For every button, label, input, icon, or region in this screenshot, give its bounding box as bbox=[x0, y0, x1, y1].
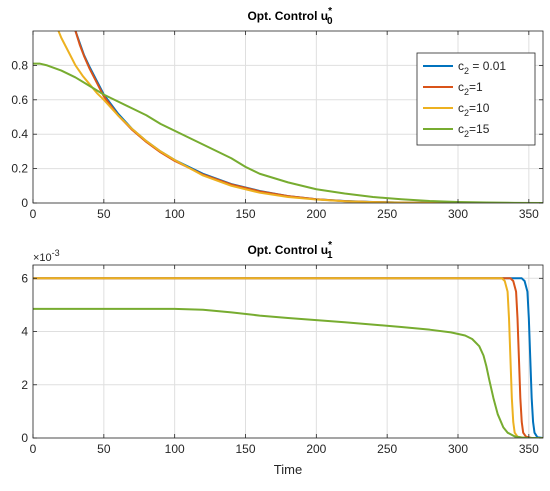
legend-entry-label: c2=1 bbox=[458, 80, 483, 97]
axes-box bbox=[32, 30, 544, 204]
x-tick-label: 100 bbox=[165, 442, 185, 456]
x-tick-label: 50 bbox=[97, 207, 111, 221]
x-tick-label: 350 bbox=[519, 207, 539, 221]
chart-1: 0 50 100 150 200 250 300 350 0 2 4 6 Opt. Control u*… bbox=[21, 240, 544, 477]
x-tick-label: 150 bbox=[235, 207, 255, 221]
y-exponent-label: ×10-3 bbox=[33, 248, 60, 264]
y-tick-label: 2 bbox=[21, 378, 28, 392]
legend-entry-label: c2=15 bbox=[458, 122, 490, 139]
series-line-3 bbox=[33, 307, 543, 438]
y-tick-label: 0.8 bbox=[11, 58, 28, 72]
x-tick-label: 250 bbox=[377, 207, 397, 221]
chart-0: 0 50 100 150 200 250 300 350 0 0.2 0.4 0.6 0.8 Opt. C… bbox=[11, 6, 544, 221]
series-line-3 bbox=[33, 62, 543, 203]
x-tick-label: 300 bbox=[448, 442, 468, 456]
x-tick-label: 100 bbox=[165, 207, 185, 221]
legend-entry-label: c2 = 0.01 bbox=[458, 59, 506, 76]
y-tick-label: 0 bbox=[21, 196, 28, 210]
x-tick-label: 350 bbox=[519, 442, 539, 456]
x-tick-label: 250 bbox=[377, 442, 397, 456]
x-tick-label: 300 bbox=[448, 207, 468, 221]
chart-title: Opt. Control u* 0 bbox=[247, 6, 333, 27]
x-tick-label: 0 bbox=[30, 207, 37, 221]
y-tick-label: 0.6 bbox=[11, 93, 28, 107]
legend-entry-label: c2=10 bbox=[458, 101, 490, 118]
series-group bbox=[33, 277, 543, 438]
x-tick-label: 0 bbox=[30, 442, 37, 456]
chart-title: Opt. Control u* 1 bbox=[247, 240, 333, 261]
y-tick-label: 4 bbox=[21, 325, 28, 339]
x-tick-label: 50 bbox=[97, 442, 111, 456]
x-axis-label: Time bbox=[274, 462, 302, 477]
x-tick-label: 200 bbox=[306, 442, 326, 456]
y-tick-label: 6 bbox=[21, 271, 28, 285]
axes-box bbox=[32, 264, 544, 439]
x-tick-label: 150 bbox=[235, 442, 255, 456]
x-tick-label: 200 bbox=[306, 207, 326, 221]
series-line-0 bbox=[33, 277, 543, 438]
plot-area bbox=[33, 265, 543, 438]
y-tick-label: 0.2 bbox=[11, 162, 28, 176]
legend: c2 = 0.01 c2=1 c2=10 c2=15 bbox=[416, 52, 536, 146]
y-tick-label: 0.4 bbox=[11, 127, 28, 141]
y-tick-label: 0 bbox=[21, 431, 28, 445]
